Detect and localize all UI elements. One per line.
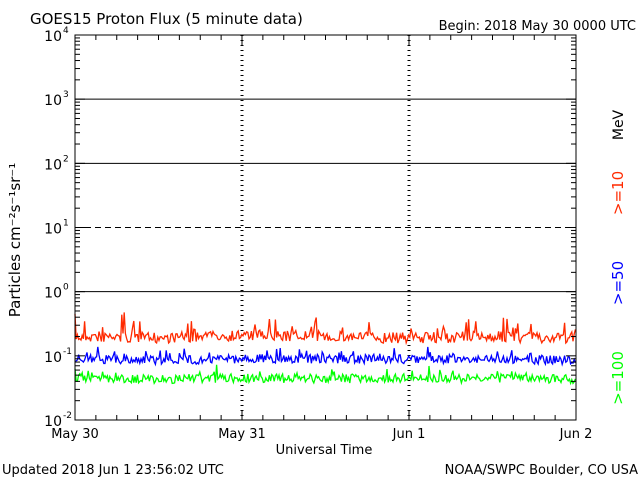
threshold-lines xyxy=(75,98,576,293)
svg-text:3: 3 xyxy=(63,90,69,100)
svg-text:-2: -2 xyxy=(63,411,72,421)
legend-entry: >=100 xyxy=(609,351,627,405)
svg-text:10: 10 xyxy=(44,29,62,45)
x-tick-label: Jun 2 xyxy=(559,427,593,442)
svg-text:1: 1 xyxy=(63,219,69,229)
svg-text:0: 0 xyxy=(63,283,69,293)
series-layer xyxy=(74,312,577,386)
legend-entry: >=10 xyxy=(609,171,627,215)
y-tick-label: 10 -2 xyxy=(44,411,72,430)
svg-text:10: 10 xyxy=(44,350,62,366)
series-line xyxy=(74,346,577,367)
axes xyxy=(74,34,577,421)
unit-label: MeV xyxy=(611,109,627,140)
updated-timestamp: Updated 2018 Jun 1 23:56:02 UTC xyxy=(2,463,224,478)
x-tick-label: May 31 xyxy=(218,427,266,442)
x-axis-title: Universal Time xyxy=(276,443,373,458)
y-axis-title: Particles cm⁻²s⁻¹sr⁻¹ xyxy=(6,163,24,317)
svg-text:10: 10 xyxy=(44,157,62,173)
legend-entry: >=50 xyxy=(609,261,627,305)
y-tick-label: 10 -1 xyxy=(44,347,72,366)
x-tick-label: May 30 xyxy=(51,427,99,442)
svg-text:10: 10 xyxy=(44,222,62,238)
svg-text:-1: -1 xyxy=(63,347,72,357)
energy-legend: MeV >=10 >=50 >=100 xyxy=(609,109,627,404)
svg-text:2: 2 xyxy=(63,154,69,164)
credit-text: NOAA/SWPC Boulder, CO USA xyxy=(445,463,638,478)
svg-text:10: 10 xyxy=(44,414,62,430)
y-tick-label: 10 4 xyxy=(44,26,69,45)
series-line xyxy=(74,364,577,386)
begin-time: Begin: 2018 May 30 0000 UTC xyxy=(439,19,636,34)
svg-text:4: 4 xyxy=(63,26,69,36)
y-tick-label: 10 2 xyxy=(44,154,69,173)
y-tick-label: 10 1 xyxy=(44,219,69,238)
y-tick-label: 10 0 xyxy=(44,283,69,302)
chart-title: GOES15 Proton Flux (5 minute data) xyxy=(30,10,303,28)
series-line xyxy=(74,312,577,346)
svg-text:10: 10 xyxy=(44,286,62,302)
y-tick-label: 10 3 xyxy=(44,90,69,109)
x-tick-labels: May 30 May 31 Jun 1 Jun 2 xyxy=(51,427,592,442)
x-tick-label: Jun 1 xyxy=(392,427,426,442)
svg-text:10: 10 xyxy=(44,93,62,109)
